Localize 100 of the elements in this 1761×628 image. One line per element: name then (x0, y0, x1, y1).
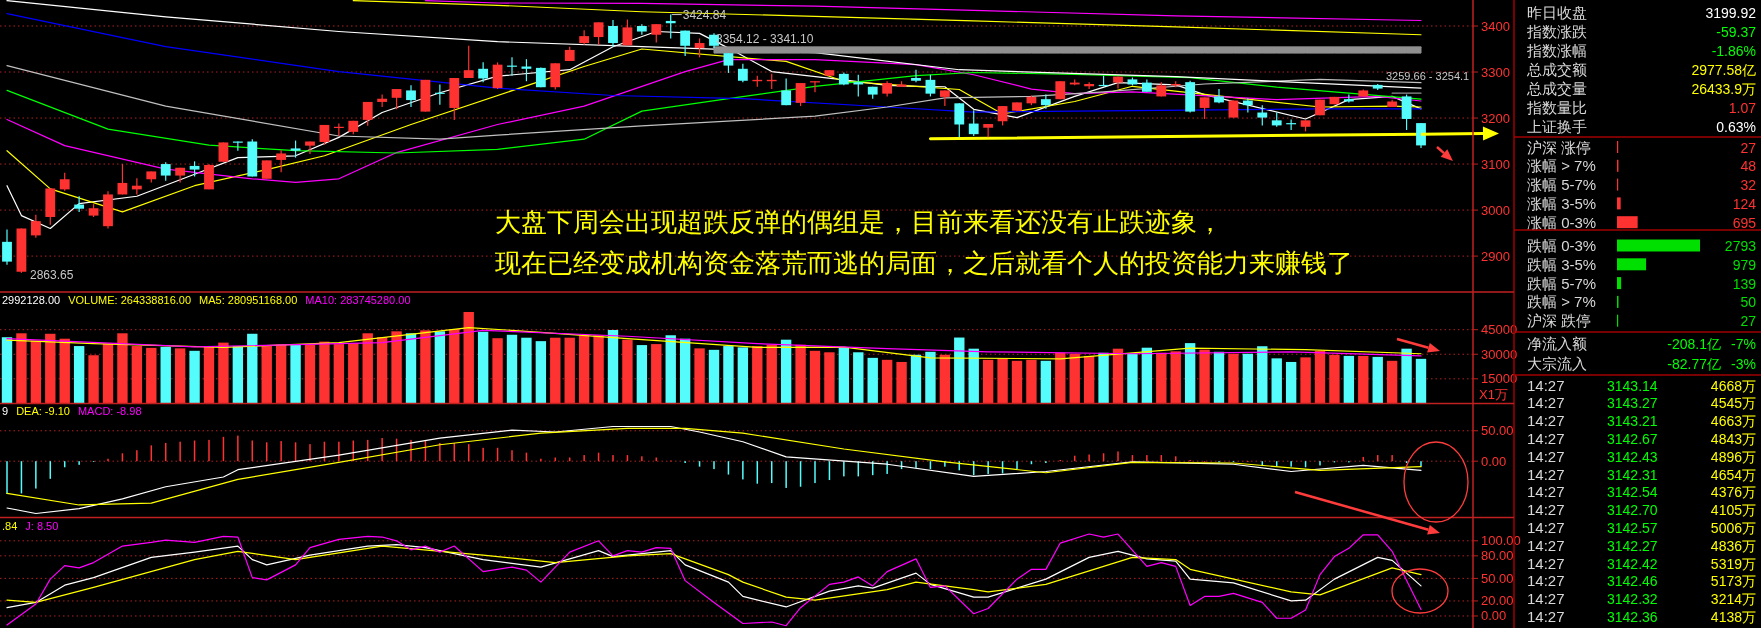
y-tick-label: 15000 (1481, 371, 1518, 387)
annotation: 大盘下周会出现超跌反弹的偶组是，目前来看还没有止跌迹象， (495, 207, 1223, 237)
data-label: 3142.31 (1607, 466, 1658, 483)
annotation: 3259.66 - 3254.1 (1386, 70, 1470, 82)
y-tick-label: 45000 (1481, 322, 1518, 338)
data-label: 4836万 (1710, 537, 1756, 554)
data-label: 4376万 (1710, 484, 1756, 501)
data-label: 4105万 (1710, 502, 1756, 519)
data-label: 2977.58亿 (1691, 61, 1756, 78)
y-tick-label: 涨幅 5-7% (1527, 176, 1597, 194)
y-tick-label: 100.00 (1481, 533, 1521, 549)
category-label: 14:27 (1527, 447, 1565, 465)
y-tick-label: 涨幅 3-5% (1527, 194, 1597, 212)
y-tick-label: 涨幅 0-3% (1527, 213, 1597, 231)
data-label: 5173万 (1710, 573, 1756, 590)
annotation: 2863.65 (30, 268, 74, 282)
data-label: -82.77亿 (1667, 355, 1721, 372)
category-label: 14:27 (1527, 376, 1565, 394)
annotation: MA5: 280951168.00 (199, 294, 298, 306)
y-tick-label: 跌幅 0-3% (1527, 237, 1597, 254)
y-tick-label: 跌幅 5-7% (1527, 274, 1597, 292)
data-label: -7% (1731, 335, 1756, 352)
y-tick-label: 3400 (1481, 18, 1510, 34)
category-label: 14:27 (1527, 607, 1565, 625)
data-label: 0.63% (1716, 118, 1756, 135)
data-label: -1.86% (1711, 42, 1756, 59)
category-label: 总成交额 (1526, 60, 1587, 78)
category-label: 14:27 (1527, 590, 1565, 608)
category-label: 14:27 (1527, 572, 1565, 590)
data-label: -59.37 (1716, 23, 1757, 40)
data-label: 3142.70 (1607, 502, 1658, 519)
data-label: 27 (1740, 139, 1757, 156)
y-tick-label: 0.00 (1481, 453, 1507, 469)
category-label: 14:27 (1527, 483, 1565, 501)
annotation: MA10: 283745280.00 (305, 294, 411, 306)
data-label: 3142.54 (1607, 484, 1658, 501)
data-label: 5006万 (1710, 519, 1756, 536)
data-label: 4545万 (1710, 395, 1756, 412)
data-label: 27 (1740, 313, 1757, 330)
annotation: 现在已经变成机构资金落荒而逃的局面，之后就看个人的投资能力来赚钱了 (495, 248, 1353, 278)
data-label: 3199.92 (1705, 4, 1757, 21)
y-tick-label: 50.00 (1481, 423, 1514, 439)
data-label: 4843万 (1710, 430, 1756, 447)
data-label: 139 (1732, 275, 1757, 292)
data-label: -208.1亿 (1667, 335, 1721, 352)
category-label: 14:27 (1527, 518, 1565, 536)
data-label: 695 (1732, 214, 1757, 231)
category-label: 14:27 (1527, 394, 1565, 412)
data-label: 979 (1732, 256, 1757, 273)
category-label: 指数涨跌 (1526, 22, 1587, 40)
y-tick-label: 沪深 跌停 (1527, 312, 1592, 330)
data-label: 48 (1740, 158, 1757, 175)
data-label: 26433.9万 (1691, 80, 1756, 97)
y-tick-label: 3200 (1481, 110, 1510, 126)
annotation: J: 8.50 (25, 519, 59, 532)
data-label: 3142.32 (1607, 591, 1658, 608)
data-label: 32 (1740, 177, 1757, 194)
data-label: 5319万 (1710, 555, 1756, 572)
data-label: 3142.43 (1607, 448, 1658, 465)
data-label: 3143.27 (1607, 395, 1658, 412)
data-label: 4663万 (1710, 413, 1756, 430)
y-tick-label: 跌幅 3-5% (1527, 255, 1597, 273)
category-label: 指数涨幅 (1526, 41, 1587, 59)
category-label: 14:27 (1527, 554, 1565, 572)
data-label: 4668万 (1710, 377, 1756, 394)
y-tick-label: 50.00 (1481, 570, 1514, 586)
y-tick-label: 3300 (1481, 64, 1510, 80)
data-label: 3142.27 (1607, 537, 1658, 554)
y-tick-label: 30000 (1481, 346, 1518, 362)
data-label: 3143.21 (1607, 413, 1658, 430)
category-label: 昨日收盘 (1527, 3, 1587, 21)
annotation: 9 (2, 405, 9, 418)
y-tick-label: 0.00 (1481, 608, 1507, 624)
data-label: 1.07 (1728, 99, 1757, 116)
y-tick-label: 跌幅 > 7% (1527, 293, 1596, 311)
category-label: 上证换手 (1527, 117, 1587, 135)
category-label: 14:27 (1527, 501, 1565, 519)
data-label: 124 (1732, 195, 1757, 212)
category-label: 指数量比 (1526, 98, 1587, 116)
category-label: 14:27 (1527, 412, 1565, 430)
data-label: 50 (1740, 294, 1757, 311)
data-label: 3142.36 (1607, 608, 1658, 625)
annotation: .84 (2, 519, 18, 532)
category-label: 14:27 (1527, 536, 1565, 554)
data-label: 3142.42 (1607, 555, 1658, 572)
category-label: 14:27 (1527, 429, 1565, 447)
y-tick-label: 80.00 (1481, 548, 1514, 564)
y-tick-label: 3100 (1481, 156, 1510, 172)
y-tick-label: 3000 (1481, 202, 1510, 218)
annotation: 2992128.00 (2, 294, 61, 306)
y-tick-label: 沪深 涨停 (1527, 138, 1592, 156)
y-tick-label: 20.00 (1481, 593, 1514, 609)
category-label: 净流入额 (1527, 334, 1587, 352)
category-label: 大宗流入 (1527, 354, 1587, 372)
y-tick-label: 2900 (1481, 248, 1510, 264)
category-label: 14:27 (1527, 465, 1565, 483)
data-label: 2793 (1724, 238, 1757, 254)
data-label: 3142.67 (1607, 430, 1658, 447)
y-tick-label: 涨幅 > 7% (1527, 157, 1596, 175)
data-label: 4654万 (1710, 466, 1756, 483)
